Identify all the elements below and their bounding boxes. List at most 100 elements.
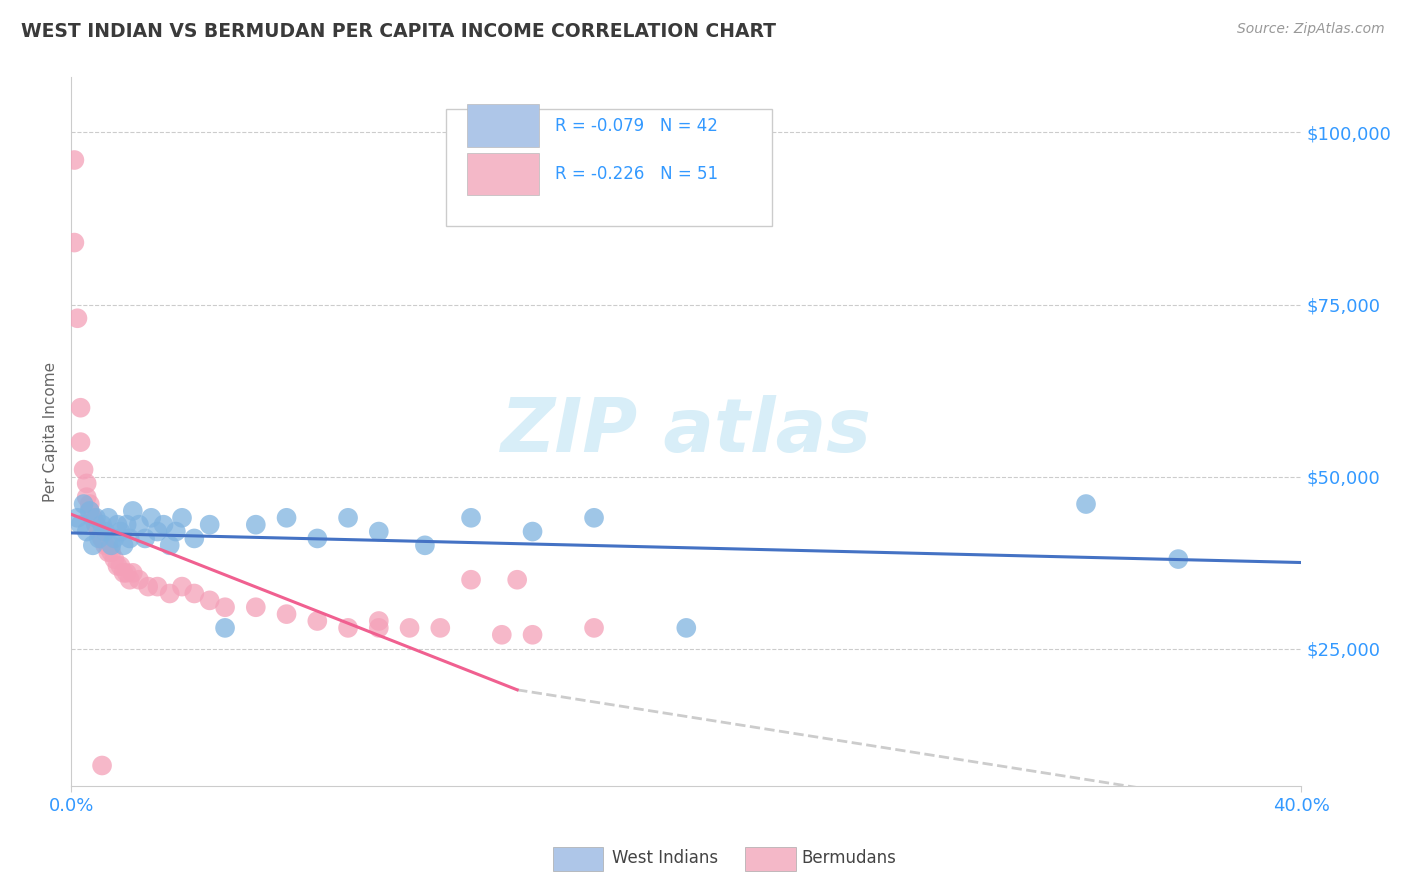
Point	[307, 614, 329, 628]
Point	[276, 607, 298, 621]
Point	[79, 504, 101, 518]
Point	[84, 517, 107, 532]
Point	[82, 538, 104, 552]
Point	[94, 538, 117, 552]
Point	[107, 517, 129, 532]
Point	[1167, 552, 1189, 566]
Point	[100, 545, 122, 559]
Point	[506, 573, 529, 587]
Point	[367, 614, 389, 628]
Point	[214, 621, 236, 635]
Point	[118, 532, 141, 546]
Point	[63, 235, 86, 250]
Point	[63, 153, 86, 167]
Point	[165, 524, 187, 539]
Point	[94, 524, 117, 539]
FancyBboxPatch shape	[467, 104, 538, 147]
Point	[87, 524, 110, 539]
Point	[183, 586, 205, 600]
Y-axis label: Per Capita Income: Per Capita Income	[44, 362, 58, 502]
Point	[69, 401, 91, 415]
Text: R = -0.226   N = 51: R = -0.226 N = 51	[555, 165, 718, 183]
Point	[91, 758, 114, 772]
FancyBboxPatch shape	[467, 153, 538, 195]
Point	[136, 580, 159, 594]
Point	[146, 524, 169, 539]
Point	[460, 510, 482, 524]
Point	[522, 524, 544, 539]
Point	[66, 311, 89, 326]
Point	[66, 510, 89, 524]
Point	[583, 621, 606, 635]
Point	[115, 517, 138, 532]
Point	[170, 510, 193, 524]
Text: West Indians: West Indians	[612, 849, 717, 867]
Point	[337, 510, 360, 524]
Point	[1074, 497, 1097, 511]
Point	[79, 497, 101, 511]
Point	[110, 524, 132, 539]
Point	[72, 497, 94, 511]
Text: Bermudans: Bermudans	[801, 849, 896, 867]
Point	[84, 517, 107, 532]
Point	[76, 476, 98, 491]
Point	[97, 545, 120, 559]
Point	[491, 628, 513, 642]
Point	[103, 552, 125, 566]
Point	[128, 573, 150, 587]
Point	[429, 621, 451, 635]
Point	[76, 524, 98, 539]
Point	[97, 510, 120, 524]
Point	[118, 573, 141, 587]
Point	[398, 621, 420, 635]
Point	[276, 510, 298, 524]
Point	[198, 593, 221, 607]
Point	[87, 532, 110, 546]
Point	[121, 566, 143, 580]
Point	[152, 517, 174, 532]
Text: R = -0.079   N = 42: R = -0.079 N = 42	[555, 117, 717, 135]
Text: WEST INDIAN VS BERMUDAN PER CAPITA INCOME CORRELATION CHART: WEST INDIAN VS BERMUDAN PER CAPITA INCOM…	[21, 22, 776, 41]
Point	[183, 532, 205, 546]
Point	[198, 517, 221, 532]
Text: Source: ZipAtlas.com: Source: ZipAtlas.com	[1237, 22, 1385, 37]
Point	[522, 628, 544, 642]
Point	[69, 517, 91, 532]
Point	[69, 435, 91, 450]
Point	[583, 510, 606, 524]
Point	[103, 532, 125, 546]
Point	[307, 532, 329, 546]
Point	[91, 517, 114, 532]
Point	[170, 580, 193, 594]
Point	[159, 538, 181, 552]
Point	[460, 573, 482, 587]
Point	[413, 538, 436, 552]
Point	[367, 524, 389, 539]
Point	[91, 532, 114, 546]
Point	[107, 558, 129, 573]
Point	[91, 532, 114, 546]
Point	[76, 490, 98, 504]
Point	[146, 580, 169, 594]
Point	[79, 504, 101, 518]
FancyBboxPatch shape	[447, 110, 772, 227]
Point	[82, 510, 104, 524]
Point	[367, 621, 389, 635]
Point	[84, 510, 107, 524]
Point	[337, 621, 360, 635]
Point	[675, 621, 697, 635]
Point	[134, 532, 156, 546]
Point	[97, 538, 120, 552]
Text: ZIP atlas: ZIP atlas	[501, 395, 872, 468]
Point	[214, 600, 236, 615]
Point	[141, 510, 163, 524]
Point	[112, 566, 135, 580]
Point	[110, 558, 132, 573]
Point	[115, 566, 138, 580]
Point	[121, 504, 143, 518]
Point	[72, 462, 94, 476]
Point	[245, 517, 267, 532]
Point	[128, 517, 150, 532]
Point	[82, 510, 104, 524]
Point	[159, 586, 181, 600]
